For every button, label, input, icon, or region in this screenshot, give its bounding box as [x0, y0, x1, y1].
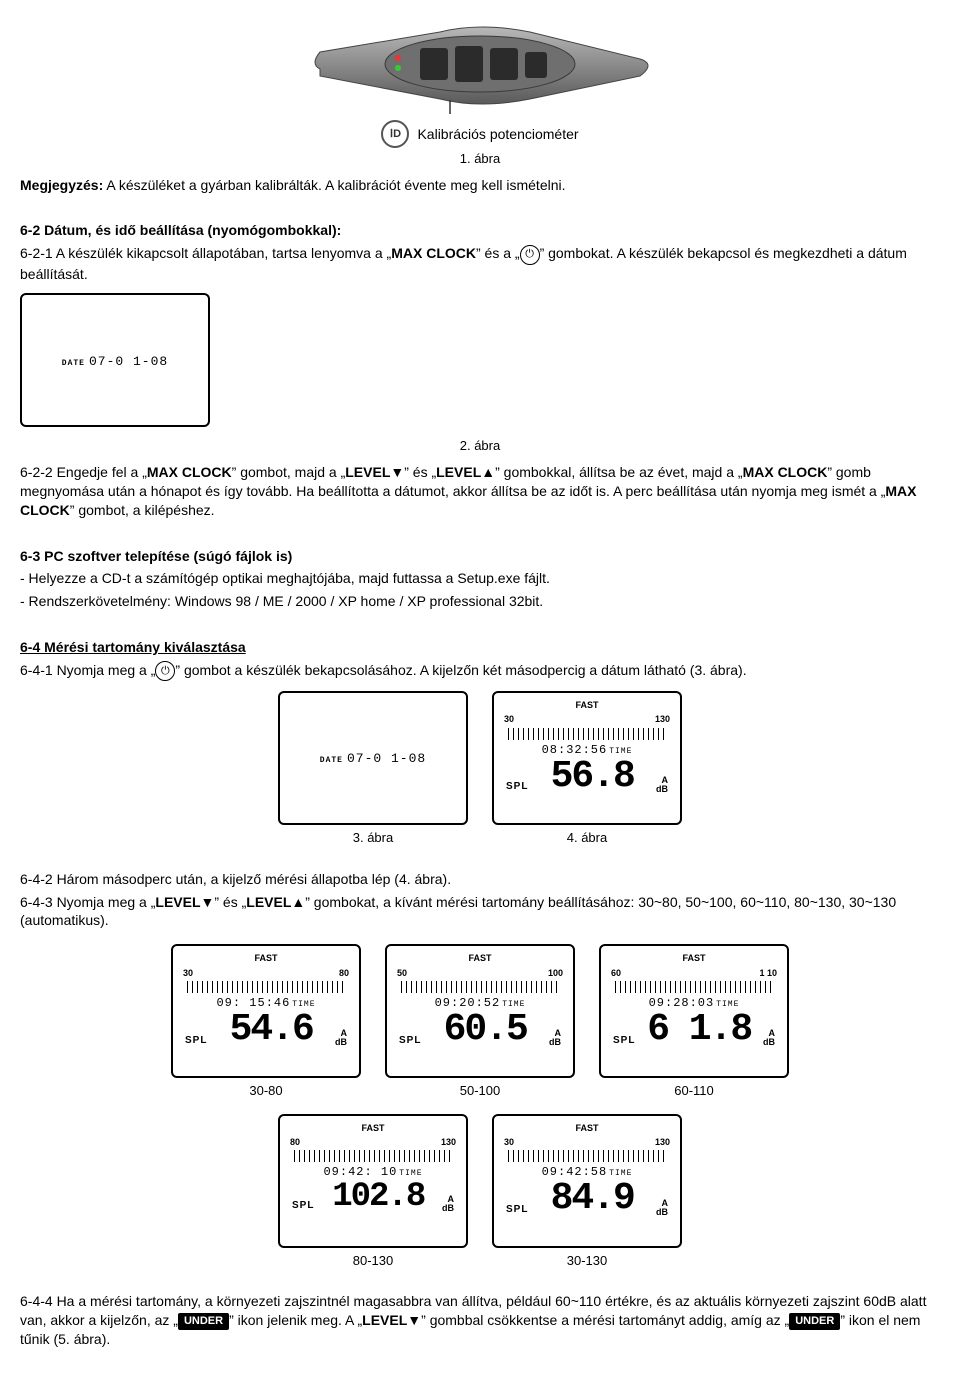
section-6-4-3: 6-4-3 Nyomja meg a „LEVEL▼” és „LEVEL▲” … [20, 893, 940, 931]
lcd-fig3: DATE07-0 1-08 [278, 691, 468, 825]
fig1-label: 1. ábra [20, 150, 940, 168]
lcd-range-80-130: FAST 80130 09:42: 10TIME SPL102.8AdB [278, 1114, 468, 1248]
note-prefix: Megjegyzés: [20, 177, 103, 193]
range-label-60-110: 60-110 [674, 1082, 714, 1100]
section-6-3-line1: - Helyezze a CD-t a számítógép optikai m… [20, 569, 940, 588]
section-6-2-1: 6-2-1 A készülék kikapcsolt állapotában,… [20, 244, 940, 283]
fig2-label: 2. ábra [20, 437, 940, 455]
device-illustration [20, 14, 940, 114]
section-6-4-1: 6-4-1 Nyomja meg a „⏻” gombot a készülék… [20, 661, 940, 681]
range-label-50-100: 50-100 [460, 1082, 500, 1100]
lcd-range-60-110: FAST 601 10 09:28:03TIME SPL6 1.8AdB [599, 944, 789, 1078]
under-badge: UNDER [789, 1313, 840, 1330]
under-badge: UNDER [178, 1313, 229, 1330]
calibration-caption: ⅠD Kalibrációs potenciométer [20, 120, 940, 148]
section-6-4-4: 6-4-4 Ha a mérési tartomány, a környezet… [20, 1292, 940, 1349]
note-line: Megjegyzés: A készüléket a gyárban kalib… [20, 176, 940, 195]
section-6-2-title: 6-2 Dátum, és idő beállítása (nyomógombo… [20, 221, 940, 240]
section-6-4-title: 6-4 Mérési tartomány kiválasztása [20, 638, 940, 657]
fig3-label: 3. ábra [353, 829, 393, 847]
power-icon: ⏻ [520, 245, 540, 265]
note-text: A készüléket a gyárban kalibrálták. A ka… [103, 177, 565, 193]
lcd-range-50-100: FAST 50100 09:20:52TIME SPL60.5AdB [385, 944, 575, 1078]
range-label-80-130: 80-130 [353, 1252, 393, 1270]
lcd-fig4: FAST 30130 08:32:56TIME SPL 56.8 AdB [492, 691, 682, 825]
section-6-3-title: 6-3 PC szoftver telepítése (súgó fájlok … [20, 547, 940, 566]
calibration-icon: ⅠD [381, 120, 409, 148]
power-icon: ⏻ [155, 661, 175, 681]
lcd-fig2: DATE07-0 1-08 [20, 293, 210, 427]
lcd-range-30-130: FAST 30130 09:42:58TIME SPL84.9AdB [492, 1114, 682, 1248]
range-label-30-80: 30-80 [249, 1082, 282, 1100]
section-6-2-2: 6-2-2 Engedje fel a „MAX CLOCK” gombot, … [20, 463, 940, 520]
section-6-4-2: 6-4-2 Három másodperc után, a kijelző mé… [20, 870, 940, 889]
range-label-30-130: 30-130 [567, 1252, 607, 1270]
fig4-label: 4. ábra [567, 829, 607, 847]
lcd-range-30-80: FAST 3080 09: 15:46TIME SPL54.6AdB [171, 944, 361, 1078]
calibration-label: Kalibrációs potenciométer [417, 125, 578, 144]
section-6-3-line2: - Rendszerkövetelmény: Windows 98 / ME /… [20, 592, 940, 611]
